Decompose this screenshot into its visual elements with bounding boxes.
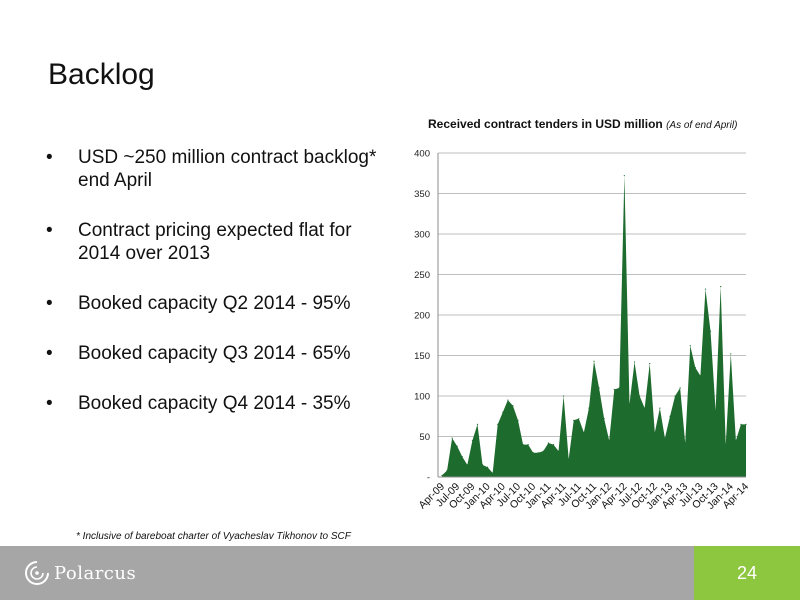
bullet-text: USD ~250 million contract backlog* end A… [78,147,377,191]
y-tick-label: 300 [414,230,430,241]
data-point [715,409,717,412]
y-tick-label: 350 [414,189,430,200]
data-point [492,472,494,474]
bullet-symbol: • [46,393,53,414]
data-point [527,444,529,446]
data-point [664,437,666,439]
data-point [669,415,671,417]
footnote: * Inclusive of bareboat charter of Vyach… [76,531,351,542]
y-tick-label: 50 [419,432,430,443]
data-point [674,395,676,397]
data-point [512,405,514,407]
data-point [684,442,686,444]
data-point [740,423,742,425]
logo-text: Polarcus [54,562,137,584]
bullet-text: Booked capacity Q3 2014 - 65% [78,343,351,364]
bullet-item: • Booked capacity Q2 2014 - 95% [44,292,394,315]
data-point [568,458,570,460]
data-point [603,418,605,420]
data-point [654,431,656,434]
data-point [476,423,479,425]
page-number-box: 24 [694,546,800,600]
page-number: 24 [736,562,758,583]
bullet-list: • USD ~250 million contract backlog* end … [44,146,394,442]
data-point [588,407,590,409]
bullet-item: • Booked capacity Q3 2014 - 65% [44,342,394,365]
chart-subtitle: (As of end April) [666,120,738,131]
data-point [633,361,636,363]
data-point [725,444,727,446]
data-point [502,411,504,413]
data-point [659,407,661,409]
bullet-text: Booked capacity Q4 2014 - 35% [78,393,351,414]
data-point [720,286,722,288]
data-point [542,450,544,452]
data-point [507,399,509,401]
company-logo: Polarcus [24,558,136,588]
y-tick-label: 400 [414,149,430,160]
data-point [547,442,549,444]
data-point [618,387,620,389]
bullet-item: • USD ~250 million contract backlog* end … [44,146,394,192]
data-point [745,423,747,425]
data-point [573,419,575,421]
data-point [446,469,448,472]
data-point [522,444,524,446]
data-point [481,464,484,466]
bullet-text: Booked capacity Q2 2014 - 95% [78,293,351,314]
data-point [532,452,534,454]
footer-bar: Polarcus 24 [0,546,800,600]
data-point [578,418,580,420]
data-point [517,419,519,421]
chart-title-text: Received contract tenders in USD million [428,117,663,131]
data-point [608,439,610,442]
data-point [497,423,499,425]
bullet-symbol: • [46,293,53,314]
data-point [487,466,489,468]
y-tick-label: 250 [414,270,430,281]
bullet-symbol: • [46,343,53,364]
data-point [694,367,696,369]
data-point [552,444,555,446]
data-point [456,445,458,447]
data-point [461,456,463,458]
series-area [442,175,746,477]
data-point [644,407,646,409]
data-point [623,175,625,177]
data-point [709,330,712,332]
y-tick-label: 200 [414,311,430,322]
bullet-symbol: • [46,147,53,168]
data-point [537,452,539,454]
tenders-area-chart: -50100150200250300350400Apr-09Jul-09Oct-… [414,149,751,512]
bullet-item: • Booked capacity Q4 2014 - 35% [44,392,394,415]
data-point [689,345,691,347]
y-tick-label: - [427,473,430,484]
y-tick-label: 100 [414,392,430,403]
data-point [699,375,701,377]
data-point [451,437,453,439]
data-point [679,387,681,389]
bullet-item: • Contract pricing expected flat for 2014… [44,219,394,265]
data-point [593,360,595,362]
slide-title: Backlog [48,58,155,91]
data-point [441,474,443,476]
y-tick-label: 150 [414,351,430,362]
data-point [704,288,707,290]
data-point [557,450,560,452]
data-point [639,395,641,397]
polarcus-swirl-icon [25,561,49,585]
data-point [563,395,565,397]
data-point [649,363,651,365]
data-point [613,388,615,391]
data-point [466,464,468,466]
data-point [628,403,631,405]
bullet-symbol: • [46,220,53,241]
data-point [583,431,585,434]
bullet-text: Contract pricing expected flat for 2014 … [78,220,352,264]
data-point [730,353,732,355]
data-point [598,387,600,389]
chart-title: Received contract tenders in USD million… [428,117,737,131]
data-point [735,439,737,442]
data-point [471,439,473,442]
